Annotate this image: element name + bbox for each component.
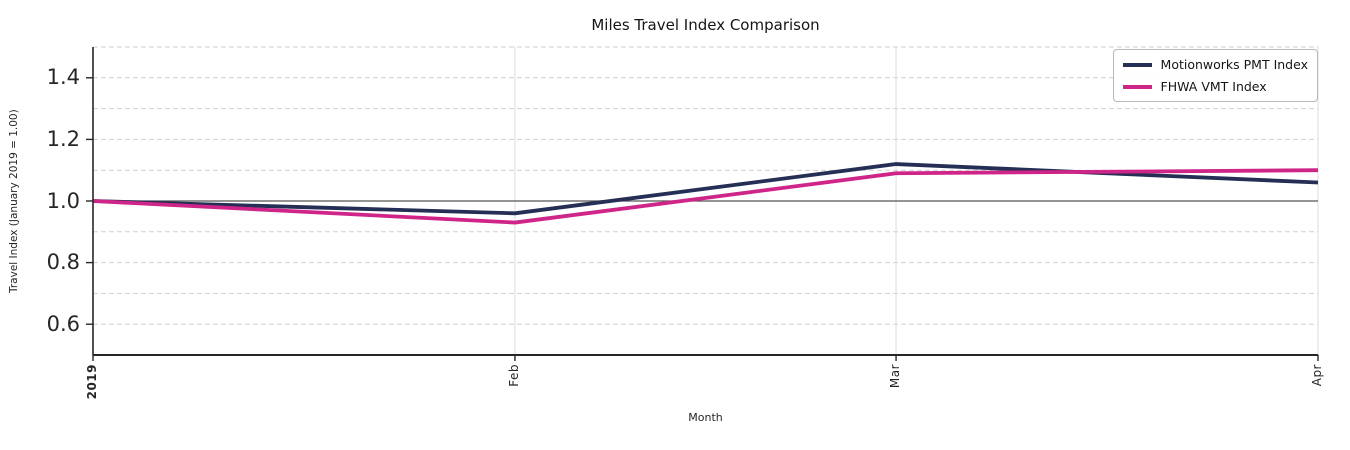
y-tick-label: 1.0 — [46, 188, 80, 213]
legend: Motionworks PMT Index FHWA VMT Index — [1112, 49, 1318, 102]
y-tick-label: 0.8 — [46, 250, 80, 275]
y-tick-label: 1.2 — [46, 126, 80, 151]
chart-title: Miles Travel Index Comparison — [591, 16, 820, 34]
x-tick-label: Feb — [506, 364, 521, 387]
legend-item: Motionworks PMT Index — [1122, 57, 1308, 72]
x-tick-label: Mar — [888, 364, 903, 389]
legend-label: Motionworks PMT Index — [1160, 57, 1308, 72]
y-tick-label: 0.6 — [46, 311, 80, 336]
x-axis-label: Month — [688, 411, 723, 424]
legend-line-sample — [1122, 62, 1152, 67]
series-line-1 — [92, 168, 1319, 225]
x-tick-label: 2019 — [85, 364, 99, 400]
legend-line-sample — [1122, 84, 1152, 89]
legend-label: FHWA VMT Index — [1160, 79, 1267, 94]
legend-item: FHWA VMT Index — [1122, 79, 1308, 94]
y-tick-label: 1.4 — [46, 65, 80, 90]
x-tick-label: Apr — [1310, 364, 1324, 387]
